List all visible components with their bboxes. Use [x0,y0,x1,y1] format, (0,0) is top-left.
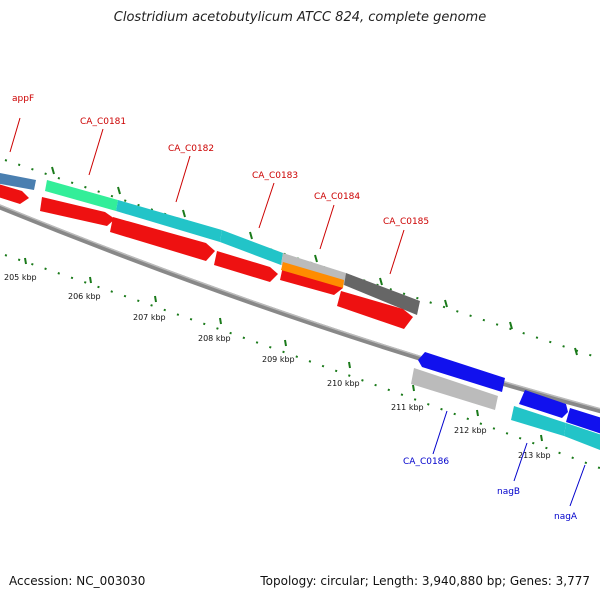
gene-appF [0,172,36,190]
forward-gene-labels: appF CA_C0181 CA_C0182 CA_C0183 CA_C0184… [9,94,429,275]
cds-arrow [110,217,215,261]
gene-CA_C0185 [344,273,420,315]
tick-label: 207 kbp [133,313,166,322]
cds-arrow-blue [519,390,568,418]
cds-arrow [0,184,29,204]
gene-CA_C0183 [220,230,283,265]
tick-label: 206 kbp [68,292,101,301]
inner-tick-track [4,254,600,470]
gene-label-CA_C0184: CA_C0184 [314,192,360,202]
tick-label: 213 kbp [518,451,551,460]
cds-arrow-blue [418,352,505,392]
gene-CA_C0181 [45,180,118,211]
tick-label: 209 kbp [262,355,295,364]
forward-cds-track [0,184,413,329]
map-title: Clostridium acetobutylicum ATCC 824, com… [113,10,487,25]
gene-label-CA_C0185: CA_C0185 [383,217,429,227]
topology-text: Topology: circular; Length: 3,940,880 bp… [260,574,590,588]
gene-label-appF: appF [12,94,34,104]
major-ticks-inner [24,257,543,442]
cds-arrow [337,291,413,329]
gene-CA_C0186 [411,368,498,410]
reverse-gene-labels: CA_C0186 nagB nagA [403,410,586,522]
tick-labels: 205 kbp 206 kbp 207 kbp 208 kbp 209 kbp … [4,273,551,460]
gene-nagB [511,406,566,436]
tick-label: 205 kbp [4,273,37,282]
major-ticks-outer [51,166,578,356]
accession-text: Accession: NC_003030 [9,574,146,588]
tick-label: 211 kbp [391,403,424,412]
gene-label-nagB: nagB [497,487,520,497]
gene-label-CA_C0183: CA_C0183 [252,171,298,181]
cds-arrow-blue [566,408,600,434]
gene-label-nagA: nagA [554,512,578,522]
gene-CA_C0182 [116,200,222,242]
tick-label: 212 kbp [454,426,487,435]
tick-label: 208 kbp [198,334,231,343]
cds-arrow [40,197,115,226]
gene-label-CA_C0186: CA_C0186 [403,457,449,467]
gene-label-CA_C0182: CA_C0182 [168,144,214,154]
forward-gene-track [0,172,420,315]
cds-orange [281,262,344,288]
gene-label-CA_C0181: CA_C0181 [80,117,126,127]
gene-nagA [564,423,600,451]
reverse-gene-track [411,352,600,451]
backbone [0,204,600,414]
cds-arrow [214,251,278,282]
tick-label: 210 kbp [327,379,360,388]
